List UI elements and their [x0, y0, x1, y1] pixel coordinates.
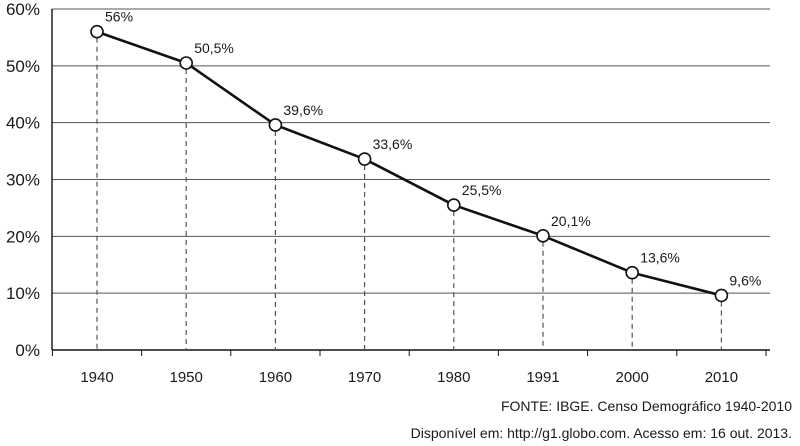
data-label: 9,6%: [729, 272, 761, 288]
series-line: [96, 30, 722, 297]
source-citation: FONTE: IBGE. Censo Demográfico 1940-2010: [500, 398, 792, 414]
data-point: [90, 24, 104, 39]
data-point: [268, 118, 283, 132]
data-label: 25,5%: [462, 182, 502, 198]
y-tick-label: 50%: [6, 57, 40, 76]
x-tick-label: 1991: [526, 369, 559, 386]
data-point: [625, 265, 640, 280]
x-tick-label: 1940: [80, 369, 113, 386]
x-tick-label: 2000: [616, 369, 649, 386]
line-chart: 0% 10% 20% 30% 40% 50% 60% 1940 1950 1960 1970 1980…: [6, 0, 770, 386]
data-point: [714, 288, 729, 303]
data-point: [179, 56, 193, 70]
data-label: 20,1%: [551, 213, 591, 229]
data-label: 50,5%: [194, 40, 234, 56]
data-label: 39,6%: [283, 102, 323, 118]
data-point: [357, 152, 372, 166]
y-tick-label: 20%: [6, 227, 40, 246]
data-label: 13,6%: [640, 250, 680, 266]
source-availability: Disponível em: http://g1.globo.com. Aces…: [410, 425, 792, 441]
x-tick-label: 1980: [437, 369, 470, 386]
data-label: 33,6%: [373, 136, 413, 152]
data-point: [446, 198, 461, 212]
data-label: 56%: [105, 9, 133, 25]
data-point: [536, 228, 550, 243]
y-tick-label: 30%: [6, 171, 40, 190]
x-tick-label: 1970: [348, 369, 381, 386]
x-tick-label: 1960: [259, 369, 292, 386]
x-tick-label: 1950: [170, 369, 203, 386]
y-tick-label: 0%: [15, 341, 40, 360]
x-tick-label: 2010: [705, 369, 738, 386]
y-tick-label: 60%: [6, 0, 40, 19]
y-tick-label: 10%: [6, 284, 40, 303]
y-tick-label: 40%: [6, 114, 40, 133]
